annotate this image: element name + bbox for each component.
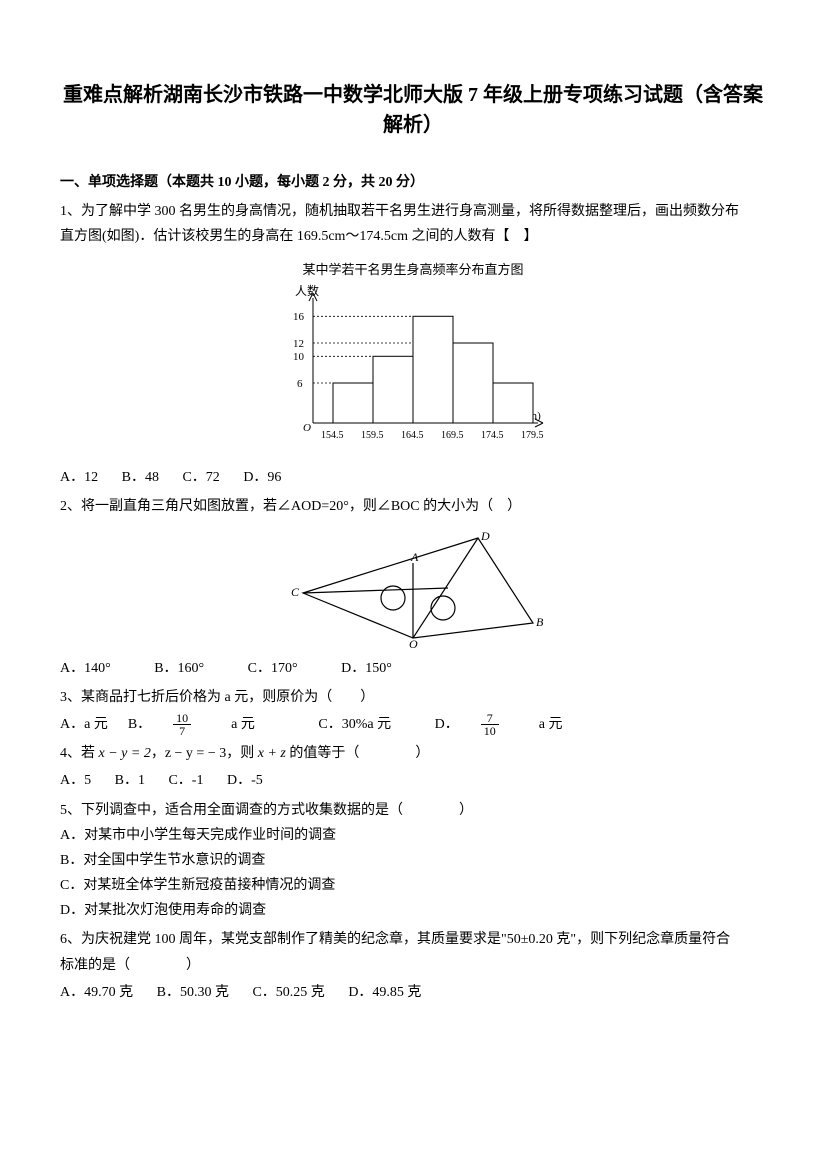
section-header: 一、单项选择题（本题共 10 小题，每小题 2 分，共 20 分） — [60, 170, 766, 195]
q3-stem: 3、某商品打七折后价格为 a 元，则原价为（ ） — [60, 685, 766, 710]
question-4: 4、若 x − y = 2，z − y = − 3，则 x + z 的值等于（ … — [60, 741, 766, 793]
xtick-1: 154.5 — [321, 430, 344, 441]
q1-stem-line2: 直方图(如图)．估计该校男生的身高在 169.5cm～174.5cm 之间的人数… — [60, 224, 766, 249]
q6-opt-a: A．49.70 克 — [60, 980, 133, 1005]
label-o: O — [409, 637, 418, 648]
q1-chart-title: 某中学若干名男生身高频率分布直方图 — [273, 258, 553, 281]
q2-opt-b: B．160° — [154, 656, 204, 681]
label-d: D — [480, 529, 490, 543]
q6-opt-d: D．49.85 克 — [348, 980, 421, 1005]
xtick-2: 159.5 — [361, 430, 384, 441]
page-title: 重难点解析湖南长沙市铁路一中数学北师大版 7 年级上册专项练习试题（含答案解析） — [60, 80, 766, 140]
q5-opt-c: C．对某班全体学生新冠疫苗接种情况的调查 — [60, 873, 766, 898]
question-3: 3、某商品打七折后价格为 a 元，则原价为（ ） A．a 元 B．107a 元 C… — [60, 685, 766, 737]
bar-5 — [493, 383, 533, 423]
q3-opt-b: B．107a 元 — [128, 712, 275, 737]
q3-opt-c: C．30%a 元 — [318, 712, 391, 737]
q4-opt-d: D．-5 — [227, 768, 263, 793]
q3-opt-d: D．710a 元 — [435, 712, 583, 737]
q1-opt-c: C．72 — [182, 465, 219, 490]
label-b: B — [536, 615, 543, 629]
bar-4 — [453, 343, 493, 423]
q6-stem-line2: 标准的是（ ） — [60, 953, 766, 978]
q2-opt-a: A．140° — [60, 656, 111, 681]
xtick-6: 179.5 — [521, 430, 544, 441]
bar-2 — [373, 356, 413, 423]
label-a: A — [410, 550, 419, 564]
xtick-3: 164.5 — [401, 430, 424, 441]
question-6: 6、为庆祝建党 100 周年，某党支部制作了精美的纪念章，其质量要求是"50±0… — [60, 927, 766, 1005]
q5-opt-a: A．对某市中小学生每天完成作业时间的调查 — [60, 823, 766, 848]
q4-options: A．5 B．1 C．-1 D．-5 — [60, 768, 766, 793]
q1-stem-line1: 1、为了解中学 300 名男生的身高情况，随机抽取若干名男生进行身高测量，将所得… — [60, 199, 766, 224]
q2-diagram: A B C D O — [283, 528, 543, 648]
q3-options: A．a 元 B．107a 元 C．30%a 元 D．710a 元 — [60, 712, 766, 737]
q4-opt-b: B．1 — [115, 768, 145, 793]
q2-options: A．140° B．160° C．170° D．150° — [60, 656, 766, 681]
y-axis-label: 人数 — [295, 283, 319, 298]
q2-opt-c: C．170° — [248, 656, 298, 681]
ytick-12: 12 — [293, 338, 304, 350]
q1-opt-d: D．96 — [243, 465, 281, 490]
question-2: 2、将一副直角三角尺如图放置，若∠AOD=20°，则∠BOC 的大小为（ ） A… — [60, 494, 766, 680]
q1-options: A．12 B．48 C．72 D．96 — [60, 465, 766, 490]
q1-histogram: 人数 身高(cm) O 6 10 12 16 — [273, 283, 553, 448]
q1-opt-b: B．48 — [122, 465, 159, 490]
q2-opt-d: D．150° — [341, 656, 392, 681]
bar-3 — [413, 316, 453, 423]
q5-stem: 5、下列调查中，适合用全面调查的方式收集数据的是（ ） — [60, 798, 766, 823]
q5-opt-d: D．对某批次灯泡使用寿命的调查 — [60, 898, 766, 923]
q6-opt-c: C．50.25 克 — [252, 980, 324, 1005]
q4-opt-c: C．-1 — [168, 768, 203, 793]
q3-opt-a: A．a 元 — [60, 712, 108, 737]
question-1: 1、为了解中学 300 名男生的身高情况，随机抽取若干名男生进行身高测量，将所得… — [60, 199, 766, 490]
question-5: 5、下列调查中，适合用全面调查的方式收集数据的是（ ） A．对某市中小学生每天完… — [60, 798, 766, 924]
q5-opt-b: B．对全国中学生节水意识的调查 — [60, 848, 766, 873]
ytick-16: 16 — [293, 311, 305, 323]
q4-opt-a: A．5 — [60, 768, 91, 793]
ytick-6: 6 — [297, 378, 303, 390]
bar-1 — [333, 383, 373, 423]
xtick-5: 174.5 — [481, 430, 504, 441]
q6-stem-line1: 6、为庆祝建党 100 周年，某党支部制作了精美的纪念章，其质量要求是"50±0… — [60, 927, 766, 952]
label-c: C — [291, 585, 300, 599]
q6-opt-b: B．50.30 克 — [157, 980, 229, 1005]
xtick-4: 169.5 — [441, 430, 464, 441]
q4-stem: 4、若 x − y = 2，z − y = − 3，则 x + z 的值等于（ … — [60, 741, 766, 766]
q6-options: A．49.70 克 B．50.30 克 C．50.25 克 D．49.85 克 — [60, 980, 766, 1005]
q1-opt-a: A．12 — [60, 465, 98, 490]
q2-stem: 2、将一副直角三角尺如图放置，若∠AOD=20°，则∠BOC 的大小为（ ） — [60, 494, 766, 519]
ytick-10: 10 — [293, 351, 305, 363]
origin-label: O — [303, 422, 311, 434]
